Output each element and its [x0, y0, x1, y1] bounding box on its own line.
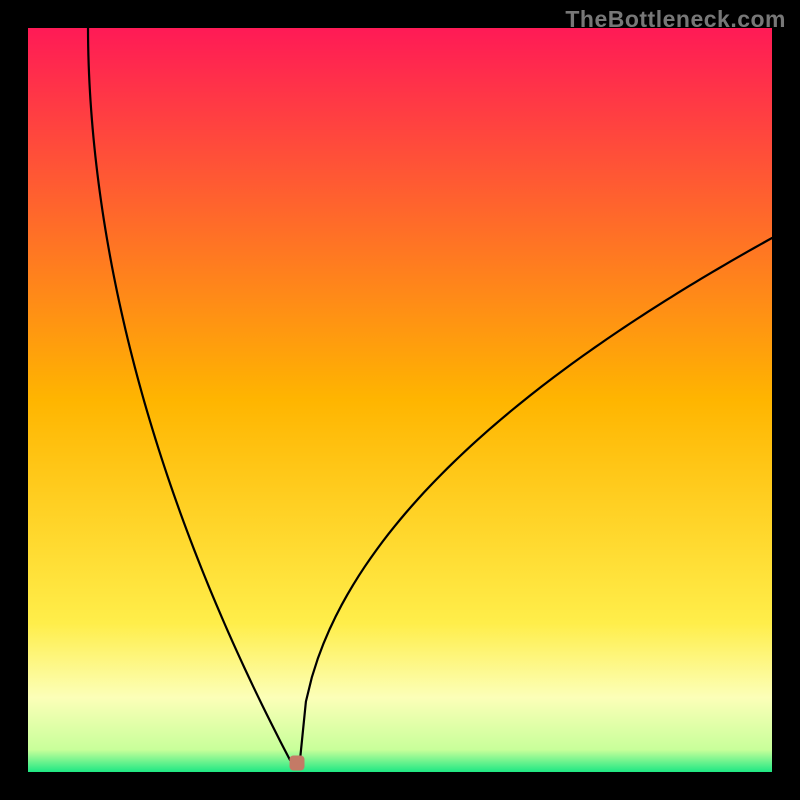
plot-svg: [28, 28, 772, 772]
min-marker: [290, 756, 305, 771]
plot-area: [28, 28, 772, 772]
gradient-background: [28, 28, 772, 772]
